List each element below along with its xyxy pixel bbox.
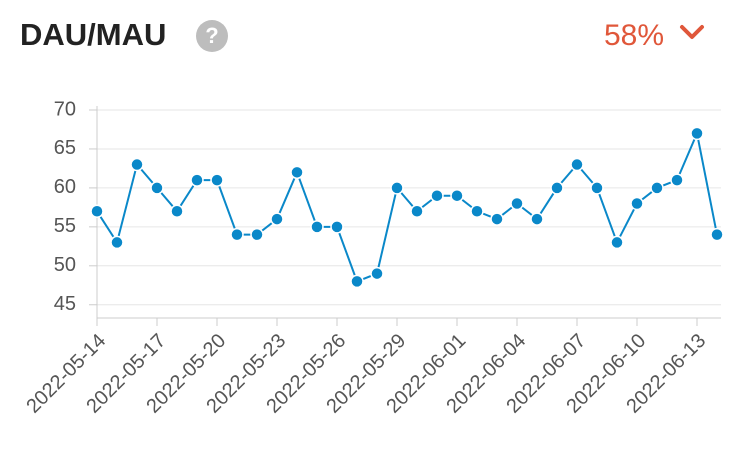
help-icon[interactable]: ? [196,20,228,52]
data-point [370,266,384,281]
help-circle[interactable] [196,20,228,52]
data-point [530,212,544,226]
data-point [550,181,564,195]
data-point [610,235,624,250]
data-point [390,181,404,195]
data-point [670,173,684,187]
summary-value: 58% [604,19,664,52]
y-tick-label: 70 [54,98,76,120]
data-point [510,196,524,211]
y-tick-label: 50 [54,254,76,276]
y-tick-label: 60 [54,176,76,198]
data-point [150,181,164,195]
data-point [210,173,224,187]
data-point [470,204,484,219]
data-point [630,196,644,211]
data-point [430,188,444,203]
data-point [270,212,284,226]
y-tick-label: 45 [54,293,76,315]
data-point [410,204,424,219]
data-point [90,204,104,219]
data-point [490,212,504,226]
data-point [190,173,204,187]
data-point [290,165,304,180]
data-point [590,181,604,195]
data-point [650,181,664,195]
data-point [330,220,344,234]
chart-title: DAU/MAU [20,17,166,52]
data-line [96,130,718,283]
data-point [230,227,244,242]
data-point [110,235,124,250]
data-point [250,227,264,242]
data-point [710,227,724,242]
data-point [450,188,464,203]
data-point [690,126,704,141]
data-point [130,157,144,172]
trend-chevron[interactable] [680,25,704,39]
y-tick-label: 65 [54,137,76,159]
help-glyph[interactable]: ? [205,23,218,48]
data-point [350,274,364,289]
y-tick-label: 55 [54,215,76,237]
data-point [310,220,324,234]
data-point [170,204,184,219]
data-point [570,157,584,172]
